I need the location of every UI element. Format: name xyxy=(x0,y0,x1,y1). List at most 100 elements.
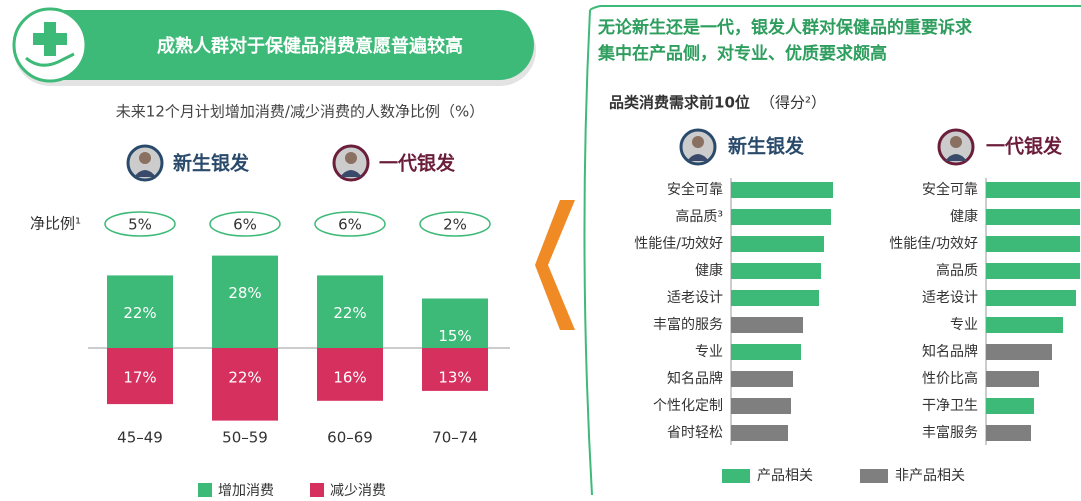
category-label: 安全可靠 xyxy=(667,181,723,198)
person-head xyxy=(139,152,151,164)
net-value: 5% xyxy=(128,216,152,234)
legend-label: 非产品相关 xyxy=(895,468,965,484)
bar xyxy=(731,317,803,333)
bar xyxy=(731,209,831,225)
category-label: 性能佳/功效好 xyxy=(634,236,723,252)
category-label: 安全可靠 xyxy=(922,181,978,198)
group-label: 一代银发 xyxy=(986,135,1063,158)
category-label: 高品质 xyxy=(936,262,978,279)
bar xyxy=(986,209,1080,225)
bar xyxy=(731,182,833,198)
icon-hand xyxy=(25,52,75,67)
value-label: 28% xyxy=(228,284,261,302)
net-value: 6% xyxy=(233,216,257,234)
bar xyxy=(986,425,1031,441)
person-body xyxy=(340,170,362,177)
x-tick-label: 70–74 xyxy=(432,429,478,447)
bar xyxy=(317,348,383,401)
legend-label: 产品相关 xyxy=(757,468,813,484)
value-label: 17% xyxy=(123,369,156,387)
bar xyxy=(986,344,1052,360)
bar xyxy=(731,290,819,306)
bar xyxy=(986,290,1076,306)
legend-swatch xyxy=(198,483,212,497)
bar xyxy=(986,398,1034,414)
bar xyxy=(422,298,488,348)
person-body xyxy=(687,154,709,161)
person-body xyxy=(134,170,156,177)
value-label: 13% xyxy=(438,369,471,387)
bar xyxy=(986,263,1080,279)
headline: 集中在产品侧，对专业、优质要求颇高 xyxy=(597,43,887,64)
bar xyxy=(731,344,801,360)
person-body xyxy=(945,154,967,161)
category-label: 性能佳/功效好 xyxy=(889,236,978,252)
value-label: 22% xyxy=(333,304,366,322)
chevron xyxy=(535,200,575,330)
bar xyxy=(731,263,821,279)
net-badge xyxy=(314,211,386,237)
category-label: 知名品牌 xyxy=(667,370,723,387)
legend-label: 增加消费 xyxy=(218,483,274,499)
panel-border xyxy=(583,9,593,496)
category-label: 适老设计 xyxy=(922,290,978,306)
category-label: 性价比高 xyxy=(922,370,978,387)
legend-swatch xyxy=(310,483,324,497)
bar xyxy=(107,348,173,405)
bar xyxy=(212,348,278,421)
value-label: 22% xyxy=(228,369,261,387)
headline: 无论新生还是一代，银发人群对保健品的重要诉求 xyxy=(597,17,972,38)
category-label: 适老设计 xyxy=(667,290,723,306)
category-label: 省时轻松 xyxy=(667,425,723,441)
x-tick-label: 45–49 xyxy=(117,429,163,447)
person-head xyxy=(345,152,357,164)
net-badge xyxy=(104,211,176,237)
net-value: 2% xyxy=(443,216,467,234)
bar xyxy=(422,348,488,391)
legend-swatch xyxy=(722,469,750,483)
category-label: 个性化定制 xyxy=(653,398,723,414)
group-label: 新生银发 xyxy=(173,152,250,175)
bar xyxy=(731,236,824,252)
bar xyxy=(107,275,173,348)
category-label: 干净卫生 xyxy=(922,398,978,414)
value-label: 16% xyxy=(333,369,366,387)
category-label: 丰富的服务 xyxy=(653,316,723,333)
value-label: 15% xyxy=(438,327,471,345)
panel-subtitle: 品类消费需求前10位 xyxy=(609,94,750,112)
net-value: 6% xyxy=(338,216,362,234)
bar xyxy=(731,425,788,441)
value-label: 22% xyxy=(123,304,156,322)
category-label: 专业 xyxy=(950,317,978,333)
net-badge xyxy=(419,211,491,237)
group-label: 一代银发 xyxy=(379,152,456,175)
bar xyxy=(212,255,278,348)
chart-subtitle: 未来12个月计划增加消费/减少消费的人数净比例（%） xyxy=(116,103,484,121)
category-label: 知名品牌 xyxy=(922,343,978,360)
bar xyxy=(731,398,791,414)
bar xyxy=(731,371,793,387)
bar xyxy=(986,236,1080,252)
bar xyxy=(317,275,383,348)
group-label: 新生银发 xyxy=(728,135,805,158)
person-head xyxy=(950,136,962,148)
net-label: 净比例¹ xyxy=(30,215,81,233)
category-label: 专业 xyxy=(695,344,723,360)
x-tick-label: 60–69 xyxy=(327,429,373,447)
legend-swatch xyxy=(860,469,888,483)
legend-label: 减少消费 xyxy=(330,483,386,499)
net-badge xyxy=(209,211,281,237)
bar xyxy=(986,182,1080,198)
panel-subtitle-note: （得分²） xyxy=(760,94,826,112)
banner xyxy=(14,10,534,80)
x-tick-label: 50–59 xyxy=(222,429,268,447)
bar xyxy=(986,371,1039,387)
category-label: 健康 xyxy=(950,208,978,225)
category-label: 健康 xyxy=(695,262,723,279)
panel-border xyxy=(589,5,1081,11)
person-head xyxy=(692,136,704,148)
category-label: 丰富服务 xyxy=(922,424,978,441)
bar xyxy=(986,317,1063,333)
category-label: 高品质³ xyxy=(675,208,723,225)
